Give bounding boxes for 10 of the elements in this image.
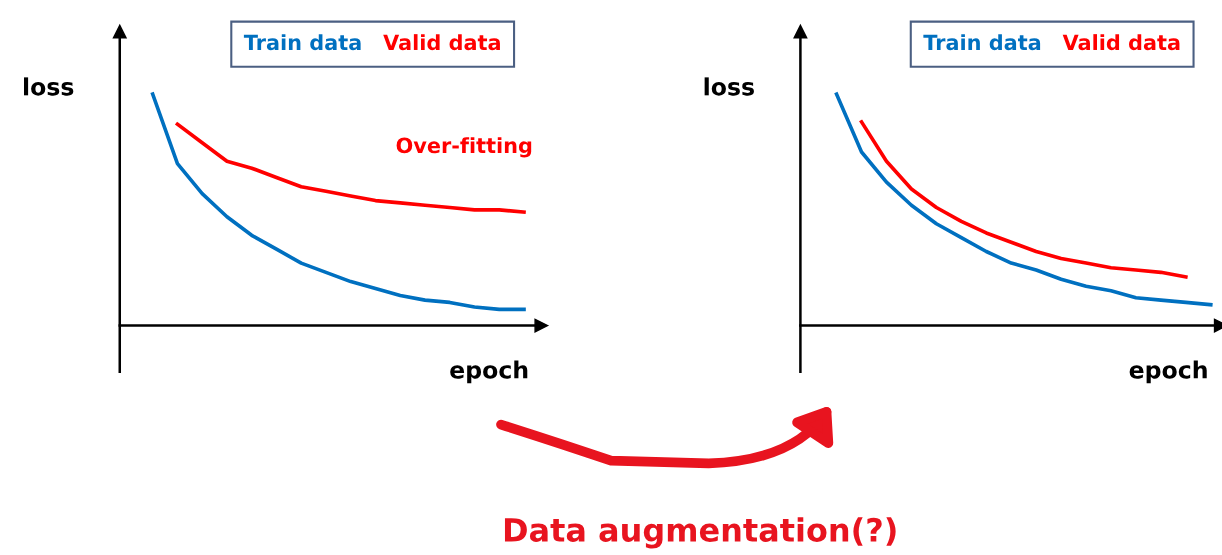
text: Train data xyxy=(243,34,361,51)
y-axis-title: loss xyxy=(704,77,754,96)
text: Data augmentation(?) xyxy=(504,517,896,549)
annotation: Over-fitting xyxy=(396,137,532,158)
y-axis-title: loss xyxy=(23,77,74,96)
text: Valid data xyxy=(1062,34,1180,51)
text: Train data xyxy=(923,34,1041,51)
x-axis-title: epoch xyxy=(1129,360,1207,384)
x-axis-title: epoch xyxy=(450,360,528,384)
text: Valid data xyxy=(383,34,500,51)
